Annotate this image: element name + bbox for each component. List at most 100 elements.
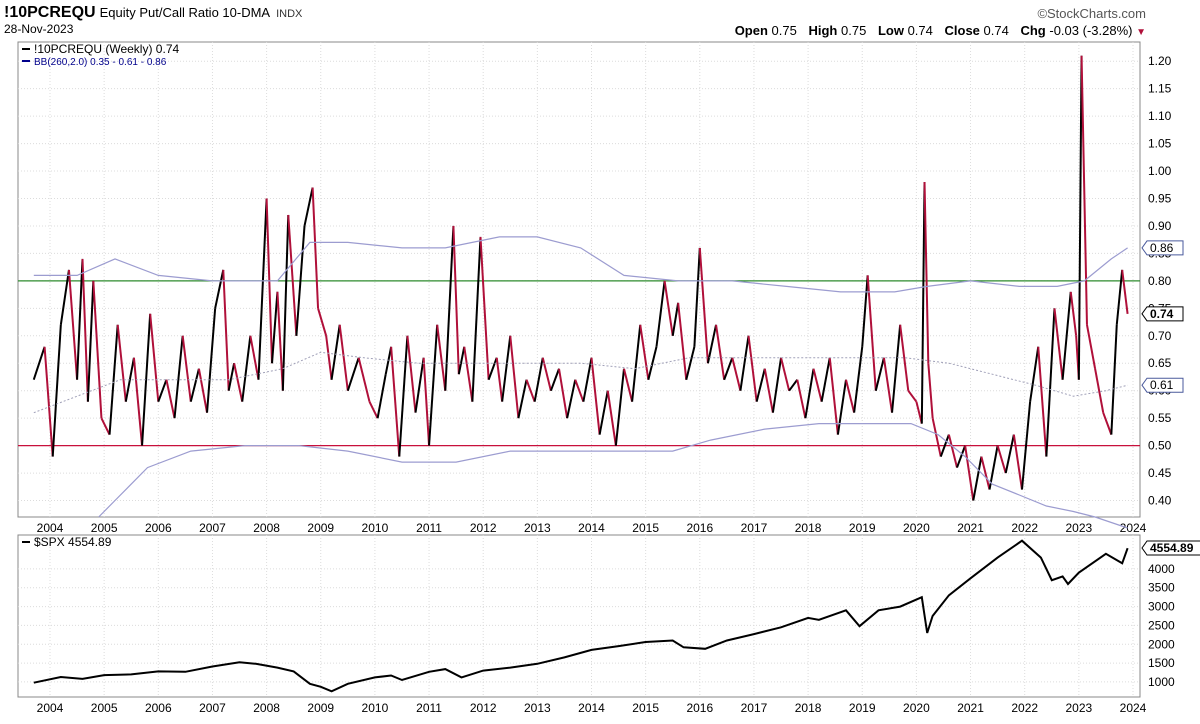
ratio-segment [92, 280, 103, 419]
ratio-segment [509, 335, 520, 419]
ratio-segment [698, 247, 709, 364]
x-tick-label: 2016 [686, 521, 713, 535]
ratio-segment [566, 379, 577, 419]
y-tick-label: 0.95 [1148, 192, 1172, 206]
x-tick-label: 2018 [795, 521, 822, 535]
x-tick-label: 2020 [903, 701, 930, 715]
ratio-segment [972, 456, 983, 501]
ratio-segment [980, 456, 991, 490]
legend-entry: $SPX 4554.89 [34, 535, 112, 549]
ratio-segment [206, 308, 217, 413]
bb-mid-line [33, 351, 1128, 414]
ratio-segment [227, 363, 236, 391]
x-tick-label: 2013 [524, 701, 551, 715]
ratio-segment [947, 434, 958, 468]
x-tick-label: 2004 [37, 701, 64, 715]
ratio-segment [598, 390, 609, 435]
ratio-segment [582, 357, 593, 402]
y-tick-label: 4000 [1148, 562, 1175, 576]
ratio-segment [996, 445, 1007, 474]
ratio-segment [189, 368, 200, 402]
close-label: Close [944, 23, 980, 38]
x-tick-label: 2019 [849, 701, 876, 715]
ratio-segment [487, 357, 498, 381]
x-tick-label: 2017 [741, 521, 768, 535]
y-tick-label: 1000 [1148, 675, 1175, 689]
ratio-segment [1077, 55, 1083, 380]
x-tick-label: 2010 [362, 701, 389, 715]
ratio-segment [452, 225, 460, 375]
high-value: 0.75 [841, 23, 867, 38]
x-tick-label: 2007 [199, 521, 226, 535]
close-value: 0.74 [983, 23, 1009, 38]
ratio-segment [663, 280, 674, 336]
x-tick-label: 2023 [1065, 521, 1092, 535]
ratio-segment [693, 247, 701, 347]
value-tag [1141, 377, 1184, 393]
ratio-segment [330, 324, 341, 380]
ratio-segment [820, 357, 831, 402]
ratio-segment [755, 368, 766, 402]
ratio-segment [866, 275, 877, 391]
ratio-segment [428, 324, 439, 446]
chart-header: !10PCREQU Equity Put/Call Ratio 10-DMA IND… [4, 4, 302, 22]
ratio-segment [116, 324, 127, 402]
ratio-segment [173, 335, 184, 419]
ratio-segment [157, 379, 168, 403]
ratio-segment [338, 324, 349, 391]
symbol-description: Equity Put/Call Ratio 10-DMA [99, 5, 271, 20]
ratio-segment [763, 368, 774, 413]
y-tick-label: 0.65 [1148, 356, 1172, 370]
ratio-segment [1037, 346, 1048, 457]
x-tick-label: 2011 [416, 701, 442, 715]
ratio-segment [574, 379, 585, 403]
x-tick-label: 2015 [632, 521, 659, 535]
ratio-segment [927, 363, 934, 419]
ratio-segment [706, 324, 718, 364]
chg-label: Chg [1020, 23, 1046, 38]
ratio-segment [76, 258, 84, 380]
y-tick-label: 2500 [1148, 618, 1175, 632]
ratio-segment [771, 357, 783, 413]
x-tick-label: 2012 [470, 521, 497, 535]
ratio-segment [788, 379, 799, 392]
ratio-segment [165, 379, 176, 419]
y-tick-label: 0.45 [1148, 466, 1172, 480]
ratio-segment [67, 269, 79, 380]
y-tick-label: 1.10 [1148, 109, 1172, 123]
value-tag-label: 0.74 [1150, 307, 1174, 321]
ratio-segment [398, 335, 409, 457]
ratio-segment [471, 236, 482, 402]
x-tick-label: 2015 [632, 701, 659, 715]
ratio-segment [141, 313, 152, 446]
down-arrow-icon: ▼ [1136, 27, 1146, 38]
y-tick-label: 2000 [1148, 637, 1175, 651]
x-tick-label: 2008 [253, 701, 280, 715]
y-tick-label: 0.80 [1148, 274, 1172, 288]
ratio-segment [549, 368, 560, 392]
ratio-segment [715, 324, 726, 380]
ratio-segment [287, 214, 298, 336]
ratio-segment [614, 368, 625, 446]
ratio-segment [655, 280, 666, 347]
symbol: !10PCREQU [4, 4, 96, 21]
ratio-segment [899, 324, 910, 391]
x-tick-label: 2010 [362, 521, 389, 535]
brand-logo[interactable]: ©StockCharts.com [1037, 6, 1146, 21]
ratio-segment [124, 357, 135, 402]
y-tick-label: 0.70 [1148, 329, 1172, 343]
ratio-segment [647, 346, 658, 380]
ratio-segment [812, 368, 823, 402]
ratio-segment [406, 335, 417, 413]
ratio-segment [376, 374, 387, 419]
bb-upper-line [33, 236, 1128, 293]
y-tick-label: 0.40 [1148, 494, 1172, 508]
x-tick-label: 2009 [307, 701, 334, 715]
ratio-segment [414, 357, 425, 413]
ratio-segment [1053, 308, 1064, 380]
ratio-segment [891, 324, 902, 413]
ratio-segment [853, 346, 864, 413]
ratio-segment [149, 313, 160, 402]
ratio-segment [723, 357, 734, 381]
x-tick-label: 2023 [1065, 701, 1092, 715]
